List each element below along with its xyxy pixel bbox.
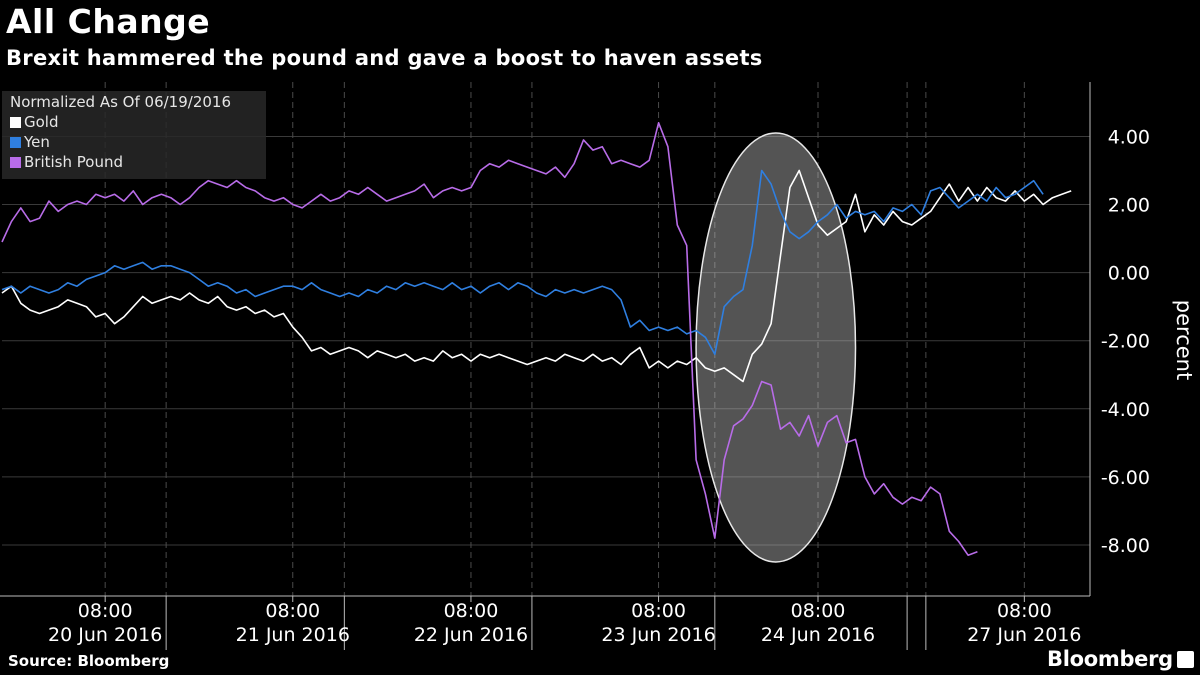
chart-subtitle: Brexit hammered the pound and gave a boo… <box>6 46 763 70</box>
legend-swatch-gold <box>10 117 21 128</box>
legend-label-gold: Gold <box>24 113 59 131</box>
x-tick-date-label: 21 Jun 2016 <box>236 624 350 646</box>
x-tick-date-label: 23 Jun 2016 <box>601 624 715 646</box>
series-lines <box>1 122 1072 556</box>
chart-title: All Change <box>6 2 211 41</box>
y-tick-label: 0.00 <box>1108 263 1150 285</box>
y-axis-label: percent <box>1172 300 1196 380</box>
series-gold <box>1 169 1072 383</box>
legend-label-british-pound: British Pound <box>24 153 123 171</box>
legend-title: Normalized As Of 06/19/2016 <box>10 93 231 111</box>
x-tick-date-label: 22 Jun 2016 <box>414 624 528 646</box>
y-tick-label: 2.00 <box>1108 195 1150 217</box>
x-tick-date-label: 27 Jun 2016 <box>967 624 1081 646</box>
axes: 4.002.000.00-2.00-4.00-6.00-8.0008:0020 … <box>0 82 1150 650</box>
x-tick-date-label: 24 Jun 2016 <box>761 624 875 646</box>
x-tick-date-label: 20 Jun 2016 <box>48 624 162 646</box>
legend-item-gold: Gold <box>10 113 59 131</box>
legend-item-british-pound: British Pound <box>10 153 123 171</box>
legend-label-yen: Yen <box>24 133 50 151</box>
y-tick-label: -2.00 <box>1101 331 1150 353</box>
y-tick-label: 4.00 <box>1108 126 1150 148</box>
x-tick-time-label: 08:00 <box>78 600 133 622</box>
x-tick-time-label: 08:00 <box>631 600 686 622</box>
brexit-annotation <box>695 132 857 563</box>
source-note: Source: Bloomberg <box>8 652 170 670</box>
y-tick-label: -8.00 <box>1101 535 1150 557</box>
y-tick-label: -6.00 <box>1101 467 1150 489</box>
x-tick-time-label: 08:00 <box>997 600 1052 622</box>
legend-swatch-british-pound <box>10 157 21 168</box>
legend-item-yen: Yen <box>10 133 50 151</box>
x-tick-time-label: 08:00 <box>791 600 846 622</box>
x-tick-time-label: 08:00 <box>444 600 499 622</box>
series-british-pound <box>1 122 978 556</box>
legend-swatch-yen <box>10 137 21 148</box>
x-tick-time-label: 08:00 <box>265 600 320 622</box>
legend: Normalized As Of 06/19/2016 Gold Yen Bri… <box>2 91 266 179</box>
bloomberg-logo: Bloomberg <box>1047 647 1173 671</box>
series-yen <box>1 169 1044 356</box>
highlight-ellipse <box>695 132 857 563</box>
y-tick-label: -4.00 <box>1101 399 1150 421</box>
bloomberg-logo-icon <box>1177 651 1194 668</box>
